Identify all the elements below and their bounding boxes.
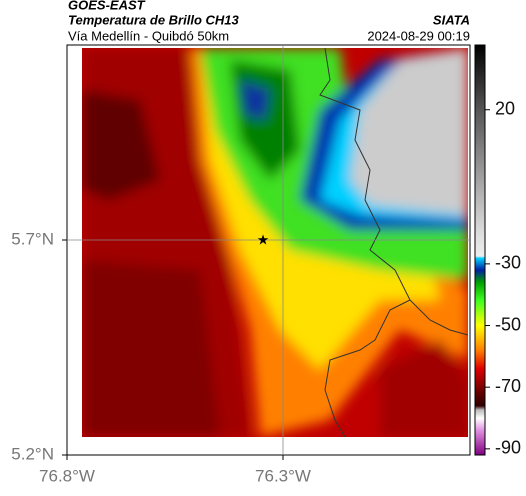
colorbar-label: -70 [495,376,521,396]
lon-label: 76.8°W [39,466,95,485]
lat-label: 5.2°N [11,444,54,463]
region: Vía Medellín - Quibdó 50km [68,28,229,43]
source: SIATA [433,12,470,27]
brightness-field [82,48,468,437]
colorbar-label: -30 [495,253,521,273]
subtitle: Temperatura de Brillo CH13 [68,12,240,27]
colorbar [474,44,486,456]
timestamp: 2024-08-29 00:19 [367,28,470,43]
colorbar-label: -90 [495,438,521,458]
colorbar-label: 20 [495,98,515,118]
location-marker: ★ [257,232,270,248]
colorbar-label: -50 [495,314,521,334]
lon-label: 76.3°W [255,466,311,485]
lat-label: 5.7°N [11,229,54,248]
title: GOES-EAST [68,0,146,12]
